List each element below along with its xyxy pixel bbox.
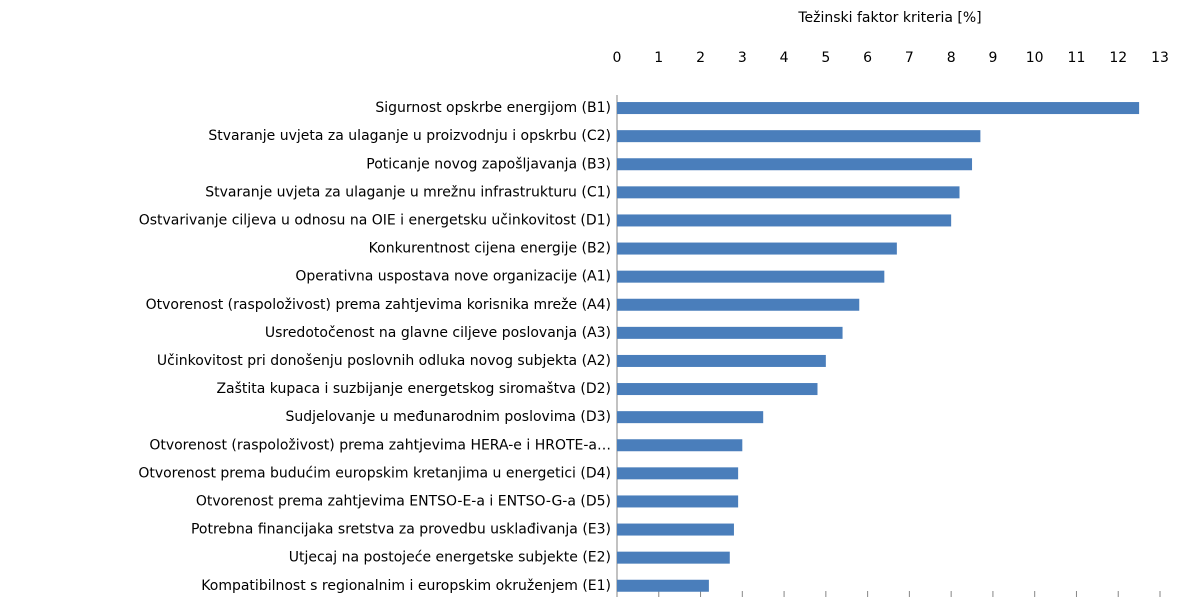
bar xyxy=(617,495,739,508)
y-tick-label: Stvaranje uvjeta za ulaganje u proizvodn… xyxy=(208,128,611,144)
x-tick-label: 13 xyxy=(1151,50,1169,66)
bar xyxy=(617,130,981,143)
y-tick-label: Stvaranje uvjeta za ulaganje u mrežnu in… xyxy=(205,184,611,200)
y-tick-label: Utjecaj na postojeće energetske subjekte… xyxy=(289,550,611,566)
bar xyxy=(617,467,739,480)
y-tick-label: Konkurentnost cijena energije (B2) xyxy=(369,241,611,257)
bar xyxy=(617,523,734,536)
x-axis-label: Težinski faktor kriteria [%] xyxy=(797,10,981,26)
x-tick-label: 11 xyxy=(1068,50,1086,66)
y-tick-label: Potrebna financijaka sretstva za provedb… xyxy=(191,522,611,538)
bar xyxy=(617,551,730,564)
x-tick-label: 3 xyxy=(738,50,747,66)
y-tick-label: Otvorenost (raspoloživost) prema zahtjev… xyxy=(149,437,611,453)
x-tick-label: 8 xyxy=(947,50,956,66)
bar xyxy=(617,383,818,396)
bar xyxy=(617,242,897,255)
x-tick-label: 10 xyxy=(1026,50,1044,66)
bar xyxy=(617,214,952,227)
x-tick-label: 0 xyxy=(613,50,622,66)
x-tick-label: 1 xyxy=(654,50,663,66)
bar xyxy=(617,579,709,592)
y-tick-label: Otvorenost prema budućim europskim kreta… xyxy=(138,465,611,481)
bar xyxy=(617,326,843,339)
y-tick-label: Učinkovitost pri donošenju poslovnih odl… xyxy=(157,353,611,369)
y-tick-label: Poticanje novog zapošljavanja (B3) xyxy=(366,156,611,172)
y-tick-label: Ostvarivanje ciljeva u odnosu na OIE i e… xyxy=(139,212,611,228)
bar xyxy=(617,186,960,199)
bar xyxy=(617,298,860,311)
x-tick-label: 6 xyxy=(863,50,872,66)
y-tick-label: Zaštita kupaca i suzbijanje energetskog … xyxy=(216,381,611,397)
x-tick-label: 7 xyxy=(905,50,914,66)
y-tick-label: Kompatibilnost s regionalnim i europskim… xyxy=(201,578,611,594)
bar xyxy=(617,354,826,367)
y-tick-label: Usredotočenost na glavne ciljeve poslova… xyxy=(265,325,611,341)
x-tick-label: 2 xyxy=(696,50,705,66)
y-tick-label: Operativna uspostava nove organizacije (… xyxy=(295,269,611,285)
bar xyxy=(617,270,885,283)
x-tick-label: 5 xyxy=(821,50,830,66)
y-tick-label: Otvorenost prema zahtjevima ENTSO-E-a i … xyxy=(196,493,611,509)
y-tick-label: Otvorenost (raspoloživost) prema zahtjev… xyxy=(146,297,611,313)
bar xyxy=(617,102,1140,115)
x-tick-label: 4 xyxy=(780,50,789,66)
y-tick-label: Sudjelovanje u međunarodnim poslovima (D… xyxy=(286,409,612,425)
x-tick-label: 9 xyxy=(988,50,997,66)
bar xyxy=(617,439,743,452)
bar xyxy=(617,411,764,424)
x-tick-label: 12 xyxy=(1109,50,1127,66)
y-tick-label: Sigurnost opskrbe energijom (B1) xyxy=(375,100,611,116)
bar xyxy=(617,158,973,171)
